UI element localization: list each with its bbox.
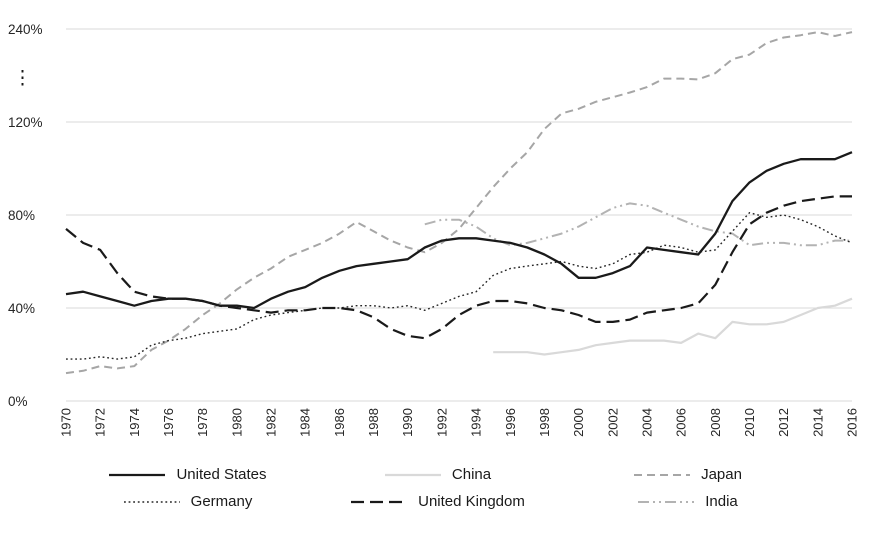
x-tick-label-1972: 1972 bbox=[93, 408, 108, 437]
chart-legend: United States China Japan Germany United Kin… bbox=[63, 466, 813, 510]
legend-label-japan: Japan bbox=[701, 466, 742, 483]
y-tick-label-240: 240% bbox=[8, 22, 43, 37]
legend-item-united-states: United States bbox=[108, 466, 267, 483]
legend-line-sample-japan bbox=[634, 473, 691, 476]
legend-item-united-kingdom: United Kingdom bbox=[350, 493, 525, 510]
y-tick-label-120: 120% bbox=[8, 115, 43, 130]
x-tick-label-1978: 1978 bbox=[195, 408, 210, 437]
x-tick-label-1998: 1998 bbox=[537, 408, 552, 437]
y-tick-label-0: 0% bbox=[8, 394, 28, 409]
series-line-india bbox=[424, 202, 852, 247]
x-tick-label-1990: 1990 bbox=[400, 408, 415, 437]
x-axis-labels: 1970 1972 1974 1976 1978 1980 1982 1984 1986 1988… bbox=[59, 408, 860, 437]
legend-item-india: India bbox=[637, 493, 738, 510]
x-tick-label-1992: 1992 bbox=[434, 408, 449, 437]
x-tick-label-1984: 1984 bbox=[298, 408, 313, 437]
x-tick-label-2006: 2006 bbox=[674, 408, 689, 437]
x-tick-label-2002: 2002 bbox=[605, 408, 620, 437]
y-tick-label-40: 40% bbox=[8, 301, 35, 316]
x-tick-label-1996: 1996 bbox=[503, 408, 518, 437]
legend-line-sample-united-kingdom bbox=[351, 500, 408, 503]
legend-label-united-kingdom: United Kingdom bbox=[418, 493, 525, 510]
x-tick-label-1970: 1970 bbox=[59, 408, 74, 437]
legend-label-germany: Germany bbox=[190, 493, 253, 510]
legend-line-sample-united-states bbox=[109, 473, 166, 476]
x-tick-label-2010: 2010 bbox=[742, 408, 757, 437]
x-tick-label-1988: 1988 bbox=[366, 408, 381, 437]
debt-chart-svg: 0% 40% 80% 120% 240% ⋮ 1970 1972 1974 1976 1978 198… bbox=[8, 22, 860, 437]
x-tick-label-1980: 1980 bbox=[229, 408, 244, 437]
x-tick-label-1982: 1982 bbox=[264, 408, 279, 437]
series-line-china bbox=[493, 297, 853, 356]
y-tick-label-80: 80% bbox=[8, 208, 35, 223]
series-lines bbox=[65, 31, 853, 375]
gridlines bbox=[66, 28, 852, 402]
series-line-united-kingdom bbox=[65, 195, 852, 340]
series-line-germany bbox=[66, 212, 853, 360]
axis-break-marker: ⋮ bbox=[13, 68, 32, 89]
legend-item-china: China bbox=[384, 466, 491, 483]
x-tick-label-2004: 2004 bbox=[639, 408, 654, 437]
y-axis-labels: 0% 40% 80% 120% 240% bbox=[8, 22, 43, 409]
legend-label-united-states: United States bbox=[176, 466, 267, 483]
legend-item-japan: Japan bbox=[633, 466, 742, 483]
legend-line-sample-india bbox=[638, 500, 695, 503]
x-tick-label-2016: 2016 bbox=[845, 408, 860, 437]
x-tick-label-1994: 1994 bbox=[469, 408, 484, 437]
x-tick-label-2008: 2008 bbox=[708, 408, 723, 437]
x-tick-label-1976: 1976 bbox=[161, 408, 176, 437]
series-line-japan bbox=[65, 31, 853, 375]
legend-label-china: China bbox=[451, 466, 492, 483]
x-tick-label-1986: 1986 bbox=[332, 408, 347, 437]
x-tick-label-2012: 2012 bbox=[776, 408, 791, 437]
legend-line-sample-china bbox=[384, 473, 441, 476]
x-tick-label-2014: 2014 bbox=[810, 408, 825, 437]
legend-line-sample-germany bbox=[123, 500, 180, 503]
legend-item-germany: Germany bbox=[123, 493, 253, 510]
x-tick-label-1974: 1974 bbox=[127, 408, 142, 437]
legend-label-india: India bbox=[705, 493, 738, 510]
series-line-united-states bbox=[65, 151, 853, 310]
x-tick-label-2000: 2000 bbox=[571, 408, 586, 437]
